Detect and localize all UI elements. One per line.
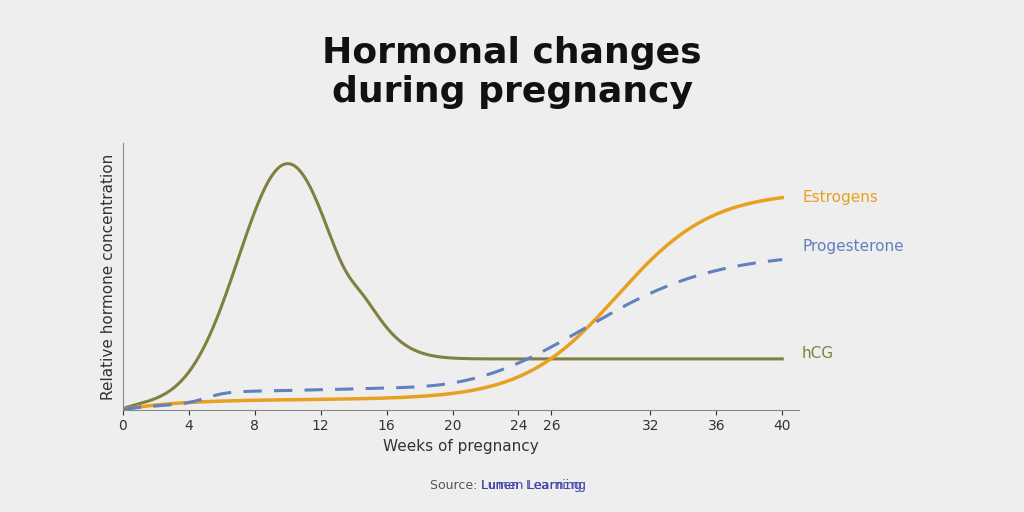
Text: Progesterone: Progesterone [802, 239, 903, 253]
Text: Hormonal changes
during pregnancy: Hormonal changes during pregnancy [323, 36, 701, 109]
Text: Lumen Learning: Lumen Learning [481, 479, 582, 492]
Text: hCG: hCG [802, 346, 835, 361]
Text: Lumen Learning: Lumen Learning [481, 479, 587, 492]
Y-axis label: Relative hormone concentration: Relative hormone concentration [101, 154, 116, 399]
Text: Estrogens: Estrogens [802, 190, 878, 205]
X-axis label: Weeks of pregnancy: Weeks of pregnancy [383, 439, 539, 454]
Text: Source:: Source: [430, 479, 481, 492]
